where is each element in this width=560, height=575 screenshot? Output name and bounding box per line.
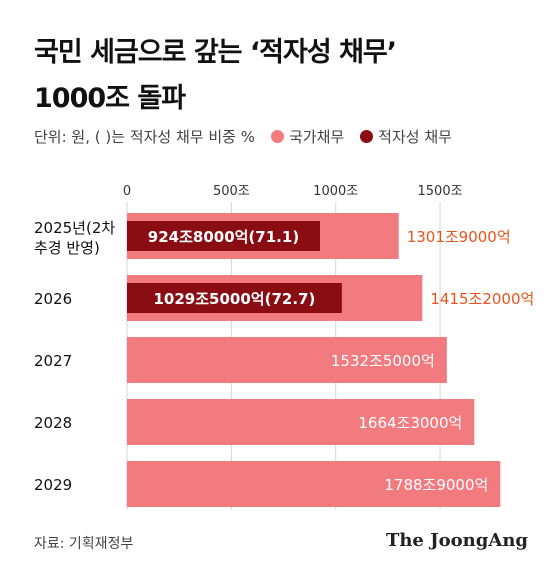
category-label: 2028 [34, 414, 72, 432]
source-note: 자료: 기획재정부 [34, 536, 134, 552]
data-label-national-debt: 1788조9000억 [384, 476, 488, 494]
bar-deficit-debt [127, 221, 321, 251]
legend-deficit-debt: 적자성 채무 [360, 126, 452, 147]
data-label-deficit-debt: 924조8000억(71.1) [148, 228, 299, 246]
data-label-national-debt: 1301조9000억 [407, 228, 511, 246]
x-tick-label: 500조 [213, 184, 250, 199]
bar-national-debt [127, 337, 447, 383]
category-label: 2029 [34, 476, 72, 494]
legend-label-deficit-debt: 적자성 채무 [378, 127, 452, 146]
legend-dot-deficit-debt [360, 129, 374, 143]
data-label-national-debt: 1664조3000억 [358, 414, 462, 432]
bar-national-debt [127, 399, 475, 445]
title-line-1: 국민 세금으로 갚는 ‘적자성 채무’ [34, 37, 397, 68]
bar-chart: 0 500조 1000조 1500조 2025년(2차 추경 반영) 924조8000억(7… [34, 184, 534, 510]
data-label-national-debt: 1415조2000억 [430, 290, 534, 308]
legend-national-debt: 국가채무 [270, 126, 345, 147]
unit-note: 단위: 원, ( )는 적자성 채무 비중 % [34, 127, 255, 146]
chart-title: 국민 세금으로 갚는 ‘적자성 채무’ 1000조 돌파 [34, 30, 534, 122]
legend-dot-national-debt [270, 129, 284, 143]
bar-deficit-debt [127, 283, 342, 313]
x-tick-label: 1000조 [313, 184, 358, 199]
bar-national-debt [127, 461, 501, 507]
title-line-2: 1000조 돌파 [34, 83, 186, 114]
x-tick-label: 1500조 [418, 184, 463, 199]
category-label: 2027 [34, 352, 72, 370]
x-tick-label: 0 [123, 184, 131, 199]
brand-logo: The JoongAng [385, 530, 528, 551]
category-label: 2026 [34, 290, 72, 308]
category-label: 2025년(2차 추경 반영) [34, 219, 115, 257]
data-label-national-debt: 1532조5000억 [331, 352, 435, 370]
subtitle-row: 단위: 원, ( )는 적자성 채무 비중 % 국가채무 적자성 채무 [34, 124, 544, 148]
data-label-deficit-debt: 1029조5000억(72.7) [154, 290, 316, 308]
legend-label-national-debt: 국가채무 [288, 127, 345, 146]
